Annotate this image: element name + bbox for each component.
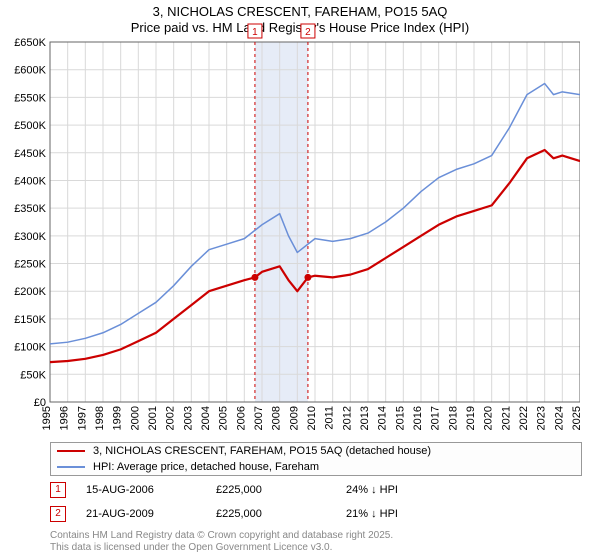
sale-date: 15-AUG-2006: [86, 484, 216, 496]
svg-text:2001: 2001: [147, 406, 159, 430]
svg-text:2007: 2007: [253, 406, 265, 430]
chart-container: 3, NICHOLAS CRESCENT, FAREHAM, PO15 5AQ …: [0, 0, 600, 560]
svg-text:1999: 1999: [112, 406, 124, 430]
svg-text:£500K: £500K: [14, 120, 46, 132]
svg-text:2023: 2023: [536, 406, 548, 430]
svg-text:2004: 2004: [200, 406, 212, 430]
svg-text:1997: 1997: [76, 406, 88, 430]
sale-row: 1 15-AUG-2006£225,00024% ↓ HPI: [50, 480, 476, 500]
svg-text:£650K: £650K: [14, 37, 46, 49]
svg-text:£300K: £300K: [14, 231, 46, 243]
svg-text:2017: 2017: [430, 406, 442, 430]
sales-table: 1 15-AUG-2006£225,00024% ↓ HPI 2 21-AUG-200…: [50, 480, 476, 528]
legend-row: 3, NICHOLAS CRESCENT, FAREHAM, PO15 5AQ …: [51, 443, 581, 459]
svg-text:2008: 2008: [271, 406, 283, 430]
svg-text:2019: 2019: [465, 406, 477, 430]
chart-svg: £0£50K£100K£150K£200K£250K£300K£350K£400…: [0, 22, 580, 442]
svg-text:£400K: £400K: [14, 175, 46, 187]
svg-text:£150K: £150K: [14, 314, 46, 326]
svg-text:2024: 2024: [553, 406, 565, 430]
svg-text:£100K: £100K: [14, 342, 46, 354]
svg-text:2011: 2011: [324, 406, 336, 430]
svg-text:2018: 2018: [447, 406, 459, 430]
svg-text:£50K: £50K: [20, 369, 46, 381]
svg-text:£250K: £250K: [14, 259, 46, 271]
footer-line2: This data is licensed under the Open Gov…: [50, 542, 393, 554]
sale-date: 21-AUG-2009: [86, 508, 216, 520]
svg-text:2: 2: [305, 27, 311, 38]
svg-text:2013: 2013: [359, 406, 371, 430]
svg-text:2000: 2000: [129, 406, 141, 430]
svg-text:£350K: £350K: [14, 203, 46, 215]
svg-text:2005: 2005: [218, 406, 230, 430]
svg-text:1998: 1998: [94, 406, 106, 430]
svg-text:2014: 2014: [377, 406, 389, 430]
svg-text:1995: 1995: [41, 406, 53, 430]
legend-label: 3, NICHOLAS CRESCENT, FAREHAM, PO15 5AQ …: [93, 445, 431, 457]
sale-marker: 2: [50, 506, 66, 522]
sale-price: £225,000: [216, 484, 346, 496]
sale-delta: 21% ↓ HPI: [346, 508, 476, 520]
svg-text:2012: 2012: [341, 406, 353, 430]
footer: Contains HM Land Registry data © Crown c…: [50, 530, 393, 554]
svg-text:2006: 2006: [235, 406, 247, 430]
svg-text:2022: 2022: [518, 406, 530, 430]
svg-text:1996: 1996: [59, 406, 71, 430]
sale-row: 2 21-AUG-2009£225,00021% ↓ HPI: [50, 504, 476, 524]
svg-text:2015: 2015: [394, 406, 406, 430]
footer-line1: Contains HM Land Registry data © Crown c…: [50, 530, 393, 542]
svg-text:£600K: £600K: [14, 65, 46, 77]
sale-price: £225,000: [216, 508, 346, 520]
svg-text:2010: 2010: [306, 406, 318, 430]
svg-text:£550K: £550K: [14, 92, 46, 104]
sale-delta: 24% ↓ HPI: [346, 484, 476, 496]
svg-text:2020: 2020: [483, 406, 495, 430]
svg-text:2021: 2021: [500, 406, 512, 430]
svg-text:2016: 2016: [412, 406, 424, 430]
legend-label: HPI: Average price, detached house, Fare…: [93, 461, 319, 473]
sale-marker: 1: [50, 482, 66, 498]
legend-box: 3, NICHOLAS CRESCENT, FAREHAM, PO15 5AQ …: [50, 442, 582, 476]
chart-area: £0£50K£100K£150K£200K£250K£300K£350K£400…: [50, 42, 580, 402]
legend-swatch: [57, 450, 85, 452]
title-address: 3, NICHOLAS CRESCENT, FAREHAM, PO15 5AQ: [0, 4, 600, 20]
svg-text:2009: 2009: [288, 406, 300, 430]
svg-text:2003: 2003: [182, 406, 194, 430]
svg-text:2025: 2025: [571, 406, 580, 430]
svg-text:2002: 2002: [165, 406, 177, 430]
svg-text:£200K: £200K: [14, 286, 46, 298]
legend-row: HPI: Average price, detached house, Fare…: [51, 459, 581, 475]
legend-swatch: [57, 466, 85, 468]
svg-text:£450K: £450K: [14, 148, 46, 160]
svg-text:1: 1: [252, 27, 258, 38]
